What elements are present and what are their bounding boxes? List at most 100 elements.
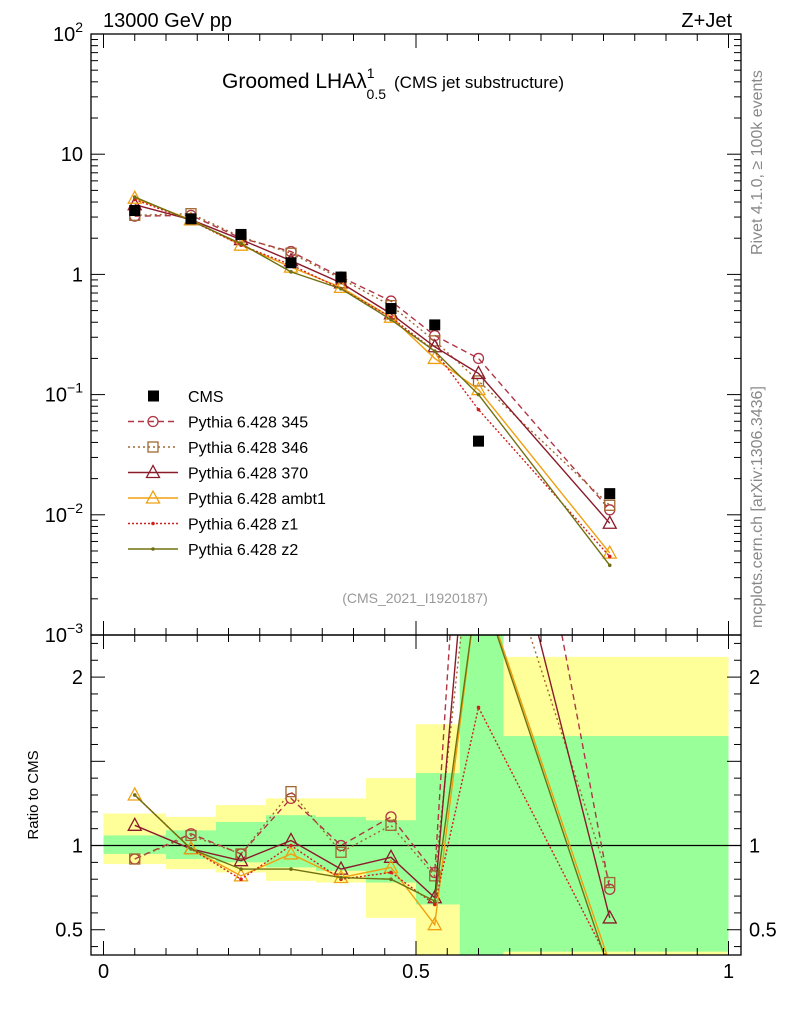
mcplots-label: mcplots.cern.ch [arXiv:1306.3436] [749, 386, 766, 628]
legend-label: Pythia 6.428 ambt1 [188, 491, 326, 508]
legend-marker [151, 547, 155, 551]
legend-marker [145, 489, 161, 504]
ratio-series-marker [129, 853, 141, 865]
x-tick-label: 0 [98, 961, 109, 983]
legend-marker [147, 415, 159, 428]
ratio-band-green [166, 830, 216, 859]
legend-cms-marker [148, 390, 159, 402]
main-series-marker [383, 308, 399, 323]
ratio-series-marker [335, 839, 347, 852]
main-series-marker [470, 365, 487, 380]
ratio-series-marker [185, 829, 197, 842]
ratio-series-marker [127, 786, 143, 801]
ratio-series-marker [127, 816, 143, 831]
ratio-series-marker [289, 867, 293, 871]
ratio-series-marker [604, 876, 616, 889]
ratio-series-marker [333, 860, 349, 875]
ratio-y-tick-label-right: 1 [749, 836, 760, 858]
ratio-series-marker [389, 870, 393, 875]
ratio-series-marker [603, 956, 616, 968]
main-y-tick-label: 10 [61, 144, 83, 166]
ratio-band-green [503, 736, 729, 952]
ratio-series-line [134, 635, 611, 919]
cms-data-point [385, 303, 397, 315]
ratio-series-marker [604, 883, 616, 895]
main-series-marker [333, 279, 349, 294]
ratio-series-marker [472, 569, 485, 581]
ratio-series-marker [383, 848, 399, 863]
legend-label: CMS [188, 389, 224, 406]
main-series-marker [132, 195, 137, 199]
main-series-line [134, 196, 611, 566]
ratio-series-marker [608, 970, 612, 974]
legend-label: Pythia 6.428 345 [188, 415, 308, 432]
ratio-series-marker [432, 899, 437, 903]
rivet-label: Rivet 4.1.0, ≥ 100k events [749, 70, 766, 255]
legend-label: Pythia 6.428 z2 [188, 542, 298, 559]
main-series-marker [607, 554, 612, 559]
main-series-line [134, 214, 611, 511]
ratio-band-green [459, 635, 504, 955]
main-series-line [134, 204, 611, 524]
ratio-series-marker [183, 840, 199, 855]
main-y-tick-label: 1 [72, 264, 83, 286]
energy-label: 13000 GeV pp [103, 10, 232, 32]
analysis-id: (CMS_2021_I1920187) [342, 590, 488, 606]
cms-data-point [604, 488, 616, 500]
ratio-y-tick-label-left: 2 [72, 667, 83, 689]
main-y-tick-label: 10−1 [45, 380, 83, 407]
main-series-marker [127, 189, 143, 204]
ratio-series-marker [189, 847, 193, 851]
ratio-series-marker [239, 877, 243, 882]
ratio-band-green [103, 835, 166, 854]
main-series-marker [607, 563, 612, 568]
legend-marker [151, 521, 155, 526]
legend-marker [145, 464, 161, 479]
ratio-series-marker [132, 793, 137, 797]
ratio-series-marker [339, 875, 343, 880]
main-series-marker [389, 317, 393, 322]
ratio-series-marker [385, 811, 397, 823]
main-series-marker [472, 352, 485, 365]
ratio-series-marker [239, 867, 243, 871]
legend-label: Pythia 6.428 z1 [188, 517, 298, 534]
ratio-series-marker [385, 819, 397, 831]
cms-data-point [185, 213, 197, 225]
ratio-series-marker [235, 848, 247, 860]
main-series-marker [339, 286, 343, 291]
main-series-marker [602, 514, 618, 529]
main-y-tick-label: 10−2 [45, 500, 83, 527]
ratio-series-marker [477, 578, 481, 582]
process-label: Z+Jet [681, 10, 732, 32]
ratio-band-green [416, 773, 460, 905]
ratio-series-marker [474, 470, 484, 480]
ratio-y-tick-label-right: 0.5 [749, 920, 777, 942]
main-y-tick-label: 102 [53, 19, 83, 46]
cms-data-point [285, 257, 297, 269]
main-series-marker [429, 335, 441, 347]
cms-data-point [129, 205, 141, 217]
ratio-y-tick-label-left: 1 [72, 836, 83, 858]
x-tick-label: 0.5 [402, 961, 430, 983]
legend-label: Pythia 6.428 370 [188, 466, 308, 483]
chart-title: Groomed LHAλ1 0.5(CMS jet substructure) [222, 65, 564, 102]
legend-marker [147, 441, 159, 453]
main-series-marker [432, 349, 437, 353]
main-series-marker [604, 499, 616, 511]
main-series-marker [289, 270, 293, 274]
ratio-series-marker [285, 785, 297, 798]
legend-label: Pythia 6.428 346 [188, 440, 308, 457]
x-tick-label: 1 [723, 961, 734, 983]
cms-data-point [473, 435, 484, 447]
ratio-series-marker [476, 705, 481, 710]
ratio-series-marker [335, 846, 347, 858]
main-series-marker [239, 241, 243, 246]
cms-data-point [429, 319, 441, 331]
ratio-series-marker [429, 870, 441, 882]
main-y-tick-label: 10−3 [45, 620, 83, 647]
cms-data-point [335, 271, 347, 283]
ratio-series-marker [602, 909, 618, 924]
ratio-series-marker [432, 902, 437, 907]
